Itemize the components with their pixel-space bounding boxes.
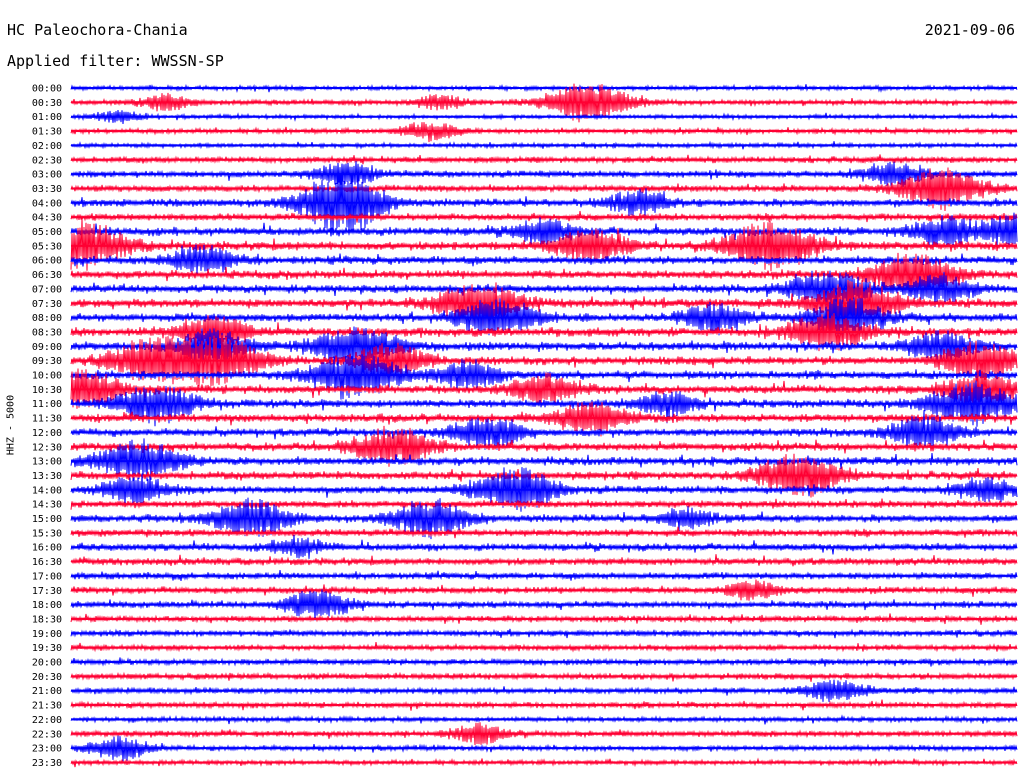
time-label: 06:30 <box>32 270 62 281</box>
time-label: 16:30 <box>32 557 62 568</box>
time-label: 03:00 <box>32 170 62 181</box>
trace-row <box>70 453 1018 498</box>
time-label: 11:30 <box>32 414 62 425</box>
time-label: 21:30 <box>32 701 62 712</box>
time-label: 14:30 <box>32 500 62 511</box>
time-label: 08:30 <box>32 327 62 338</box>
time-label: 20:30 <box>32 672 62 683</box>
filter-label: Applied filter: WWSSN-SP <box>7 52 224 70</box>
time-label: 19:00 <box>32 629 62 640</box>
trace-row <box>70 252 1018 297</box>
time-label: 02:30 <box>32 155 62 166</box>
time-label: 00:00 <box>32 84 62 95</box>
time-label: 18:30 <box>32 614 62 625</box>
time-label: 12:30 <box>32 442 62 453</box>
time-label: 09:30 <box>32 356 62 367</box>
time-label: 09:00 <box>32 342 62 353</box>
trace-row <box>70 122 1018 143</box>
time-label: 18:00 <box>32 600 62 611</box>
trace-row <box>70 526 1018 539</box>
time-label: 06:00 <box>32 256 62 267</box>
time-label: 22:00 <box>32 715 62 726</box>
trace-row <box>70 554 1018 567</box>
date-label: 2021-09-06 <box>924 21 1015 39</box>
time-label: 16:00 <box>32 543 62 554</box>
time-label: 01:00 <box>32 112 62 123</box>
trace-row <box>70 714 1018 725</box>
time-label: 11:00 <box>32 399 62 410</box>
time-label: 21:00 <box>32 686 62 697</box>
time-label: 19:30 <box>32 643 62 654</box>
time-label: 23:30 <box>32 758 62 769</box>
time-label: 07:00 <box>32 284 62 295</box>
time-label: 23:00 <box>32 744 62 755</box>
time-label: 22:30 <box>32 729 62 740</box>
time-label: 17:00 <box>32 571 62 582</box>
station-title: HC Paleochora-Chania <box>7 21 188 39</box>
time-label: 04:30 <box>32 213 62 224</box>
time-label: 12:00 <box>32 428 62 439</box>
trace-row <box>70 380 1018 427</box>
time-label: 05:00 <box>32 227 62 238</box>
time-label: 07:30 <box>32 299 62 310</box>
time-label: 03:30 <box>32 184 62 195</box>
time-label: 13:00 <box>32 457 62 468</box>
time-label: 13:30 <box>32 471 62 482</box>
time-label: 10:00 <box>32 371 62 382</box>
trace-row <box>70 335 1018 387</box>
time-label: 10:30 <box>32 385 62 396</box>
time-label: 08:00 <box>32 313 62 324</box>
time-label: 02:00 <box>32 141 62 152</box>
time-label: 01:30 <box>32 127 62 138</box>
time-label: 04:00 <box>32 198 62 209</box>
time-label: 15:30 <box>32 528 62 539</box>
time-label: 14:00 <box>32 485 62 496</box>
time-label: 00:30 <box>32 98 62 109</box>
time-label: 15:00 <box>32 514 62 525</box>
time-label: 17:30 <box>32 586 62 597</box>
time-label: 20:00 <box>32 658 62 669</box>
time-label: 05:30 <box>32 241 62 252</box>
